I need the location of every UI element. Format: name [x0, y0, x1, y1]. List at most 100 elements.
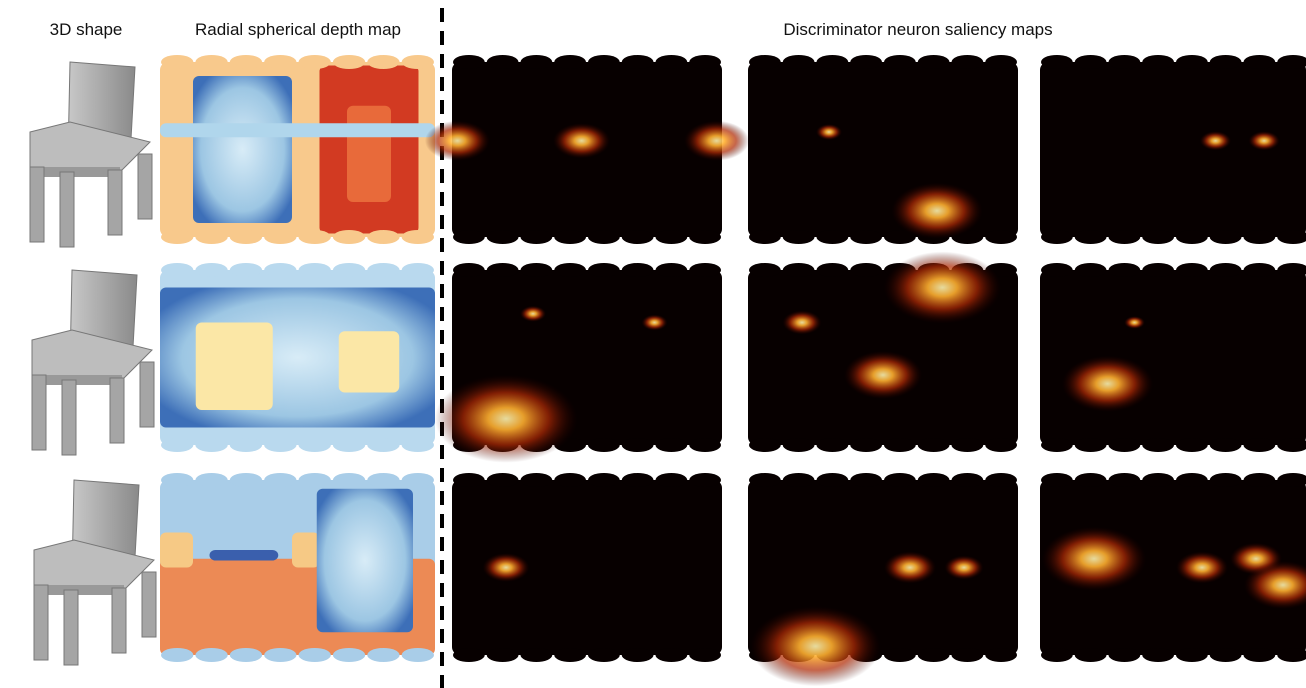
edge-lobe	[486, 648, 519, 662]
saliency-spot	[520, 305, 546, 322]
edge-lobe	[1108, 230, 1141, 244]
edge-lobe	[621, 438, 654, 452]
edge-lobe	[689, 263, 722, 277]
edge-lobe	[332, 473, 366, 487]
edge-lobe	[161, 438, 194, 452]
chair-leg	[31, 374, 47, 451]
edge-lobe	[229, 230, 263, 244]
edge-lobe	[621, 230, 654, 244]
edge-lobe	[264, 438, 297, 452]
edge-lobe	[1074, 55, 1107, 69]
edge-lobe	[332, 55, 366, 69]
edge-lobe	[985, 55, 1018, 69]
edge-lobe	[850, 473, 883, 487]
edge-lobe	[1175, 438, 1208, 452]
edge-lobe	[520, 263, 553, 277]
edge-lobe	[195, 473, 228, 487]
edge-lobe	[452, 230, 485, 244]
edge-lobe	[298, 438, 331, 452]
edge-lobe	[486, 230, 519, 244]
edge-lobe	[554, 648, 587, 662]
edge-lobe	[195, 438, 228, 452]
edge-lobe	[161, 473, 194, 487]
edge-lobe	[748, 263, 781, 277]
edge-lobe	[587, 438, 620, 452]
saliency-bg	[1040, 480, 1306, 655]
edge-lobe	[782, 473, 815, 487]
saliency-spot	[782, 310, 822, 335]
saliency-bg	[452, 480, 722, 655]
edge-lobe	[1074, 648, 1107, 662]
edge-lobe	[486, 473, 519, 487]
chair-leg	[61, 379, 77, 456]
edge-lobe	[951, 55, 984, 69]
saliency-spot	[424, 120, 490, 161]
edge-lobe	[367, 648, 400, 662]
chair-leg	[139, 361, 155, 428]
edge-lobe	[161, 263, 194, 277]
edge-lobe	[587, 473, 620, 487]
edge-lobe	[883, 473, 916, 487]
edge-lobe	[554, 473, 587, 487]
edge-lobe	[367, 473, 400, 487]
edge-lobe	[689, 648, 722, 662]
edge-lobe	[298, 263, 331, 277]
edge-lobe	[782, 230, 815, 244]
edge-lobe	[401, 438, 434, 452]
depth-region	[338, 331, 400, 393]
edge-lobe	[1074, 230, 1107, 244]
saliency-map	[1040, 263, 1306, 452]
edge-lobe	[1209, 263, 1242, 277]
edge-lobe	[951, 473, 984, 487]
saliency-spot	[884, 551, 936, 584]
edge-lobe	[298, 55, 331, 69]
edge-lobe	[816, 263, 849, 277]
shape-header: 3D shape	[49, 20, 123, 39]
edge-lobe	[748, 55, 781, 69]
depth-map	[160, 263, 435, 452]
chair-legs	[32, 375, 122, 385]
edge-lobe	[748, 438, 781, 452]
edge-lobe	[1142, 230, 1175, 244]
edge-lobe	[401, 473, 434, 487]
saliency-map	[748, 251, 1018, 452]
edge-lobe	[1074, 263, 1107, 277]
edge-lobe	[1040, 230, 1073, 244]
edge-lobe	[655, 55, 688, 69]
depth-region	[160, 532, 193, 568]
edge-lobe	[452, 473, 485, 487]
chair	[31, 269, 155, 456]
saliency-spot	[1248, 131, 1280, 151]
edge-lobe	[1108, 263, 1141, 277]
edge-lobe	[917, 473, 950, 487]
edge-lobe	[1142, 473, 1175, 487]
saliency-spot	[1199, 131, 1232, 151]
edge-lobe	[1108, 473, 1141, 487]
edge-lobe	[367, 230, 400, 244]
edge-lobe	[1243, 263, 1276, 277]
saliency-spot	[482, 553, 530, 582]
edge-lobe	[1175, 230, 1208, 244]
edge-lobe	[1108, 55, 1141, 69]
edge-lobe	[1142, 55, 1175, 69]
edge-lobe	[554, 55, 587, 69]
saliency-spot	[844, 351, 922, 399]
edge-lobe	[332, 438, 366, 452]
edge-lobe	[587, 55, 620, 69]
edge-lobe	[587, 648, 620, 662]
chair-leg	[29, 166, 45, 243]
edge-lobe	[883, 438, 916, 452]
saliency-spot	[1244, 561, 1306, 609]
edge-lobe	[621, 648, 654, 662]
saliency-spot	[883, 251, 1001, 324]
edge-lobe	[520, 55, 553, 69]
edge-lobe	[195, 648, 228, 662]
depth-region	[195, 322, 273, 410]
edge-lobe	[486, 263, 519, 277]
chair	[33, 479, 157, 666]
edge-lobe	[917, 438, 950, 452]
saliency-map	[1040, 473, 1306, 662]
edge-lobe	[621, 55, 654, 69]
edge-lobe	[917, 55, 950, 69]
